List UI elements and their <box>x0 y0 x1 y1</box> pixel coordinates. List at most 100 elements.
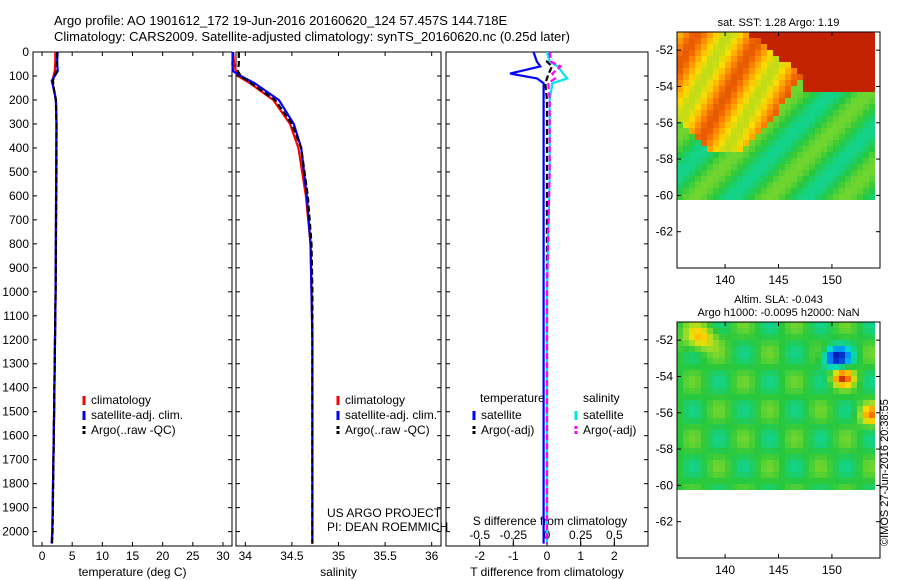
header-line-2: Climatology: CARS2009. Satellite-adjuste… <box>54 29 570 44</box>
map-cell <box>695 176 701 182</box>
map-cell <box>851 322 857 328</box>
map-cell <box>731 478 737 484</box>
map-cell <box>845 334 851 340</box>
map-cell <box>743 128 749 134</box>
map-cell <box>707 436 713 442</box>
map-cell <box>725 182 731 188</box>
map-cell <box>719 128 725 134</box>
map-cell <box>833 358 839 364</box>
map-cell <box>851 436 857 442</box>
map-cell <box>725 328 731 334</box>
map-x-tick-label: 140 <box>715 563 735 577</box>
map-cell <box>851 92 857 98</box>
s-tick-label: -0.25 <box>500 528 528 542</box>
map-cell <box>719 346 725 352</box>
map-cell <box>749 442 755 448</box>
map-cell <box>677 466 683 472</box>
map-cell <box>737 74 743 80</box>
map-cell <box>791 376 797 382</box>
map-cell <box>737 188 743 194</box>
map-cell <box>869 80 875 86</box>
map-cell <box>779 370 785 376</box>
map-cell <box>821 188 827 194</box>
map-cell <box>803 358 809 364</box>
map-cell <box>725 466 731 472</box>
map-cell <box>773 194 779 200</box>
map-cell <box>833 442 839 448</box>
map-cell <box>761 128 767 134</box>
map-cell <box>803 352 809 358</box>
map-cell <box>863 376 869 382</box>
y-tick-label: 600 <box>9 189 29 203</box>
map-cell <box>737 38 743 44</box>
map-cell <box>803 376 809 382</box>
map-cell <box>821 484 827 490</box>
map-cell <box>707 110 713 116</box>
map-cell <box>737 406 743 412</box>
map-cell <box>725 442 731 448</box>
map-cell <box>767 122 773 128</box>
map-cell <box>761 74 767 80</box>
map-cell <box>797 116 803 122</box>
map-cell <box>689 104 695 110</box>
map-cell <box>719 62 725 68</box>
map-cell <box>677 104 683 110</box>
map-cell <box>863 98 869 104</box>
map-cell <box>725 400 731 406</box>
map-cell <box>797 460 803 466</box>
map-cell <box>815 460 821 466</box>
temperature-panel: 0 5 10 15 20 25 300100200300400500600700800900… <box>2 45 233 579</box>
map-cell <box>773 176 779 182</box>
map-cell <box>791 92 797 98</box>
map-cell <box>713 98 719 104</box>
map-cell <box>797 188 803 194</box>
map-cell <box>809 346 815 352</box>
map-cell <box>845 340 851 346</box>
map-cell <box>683 110 689 116</box>
map-cell <box>713 340 719 346</box>
map-cell <box>713 140 719 146</box>
map-cell <box>791 110 797 116</box>
map-cell <box>857 104 863 110</box>
map-cell <box>725 50 731 56</box>
map-x-tick-label: 145 <box>768 563 788 577</box>
map-cell <box>737 134 743 140</box>
map-cell <box>683 484 689 490</box>
map-cell <box>695 158 701 164</box>
map-cell <box>863 86 869 92</box>
map-cell <box>677 364 683 370</box>
map-cell <box>845 176 851 182</box>
map-cell <box>683 430 689 436</box>
map-cell <box>779 436 785 442</box>
map-cell <box>851 50 857 56</box>
map-cell <box>731 146 737 152</box>
map-cell <box>779 340 785 346</box>
map-cell <box>707 412 713 418</box>
map-cell <box>809 158 815 164</box>
map-cell <box>845 400 851 406</box>
map-cell <box>827 152 833 158</box>
x-tick-label: 15 <box>126 549 140 563</box>
map-cell <box>683 164 689 170</box>
map-cell <box>809 466 815 472</box>
map-cell <box>731 400 737 406</box>
map-cell <box>773 122 779 128</box>
x-tick-label: 20 <box>156 549 170 563</box>
x-axis-label: T difference from climatology <box>470 565 624 579</box>
map-cell <box>737 424 743 430</box>
map-cell <box>749 158 755 164</box>
map-cell <box>773 188 779 194</box>
map-cell <box>743 68 749 74</box>
map-cell <box>701 194 707 200</box>
map-cell <box>809 442 815 448</box>
map-cell <box>863 104 869 110</box>
map-cell <box>791 388 797 394</box>
map-cell <box>761 170 767 176</box>
map-cell <box>857 140 863 146</box>
map-cell <box>689 478 695 484</box>
map-cell <box>791 406 797 412</box>
map-cell <box>779 418 785 424</box>
map-cell <box>743 32 749 38</box>
map-cell <box>689 352 695 358</box>
map-cell <box>761 146 767 152</box>
